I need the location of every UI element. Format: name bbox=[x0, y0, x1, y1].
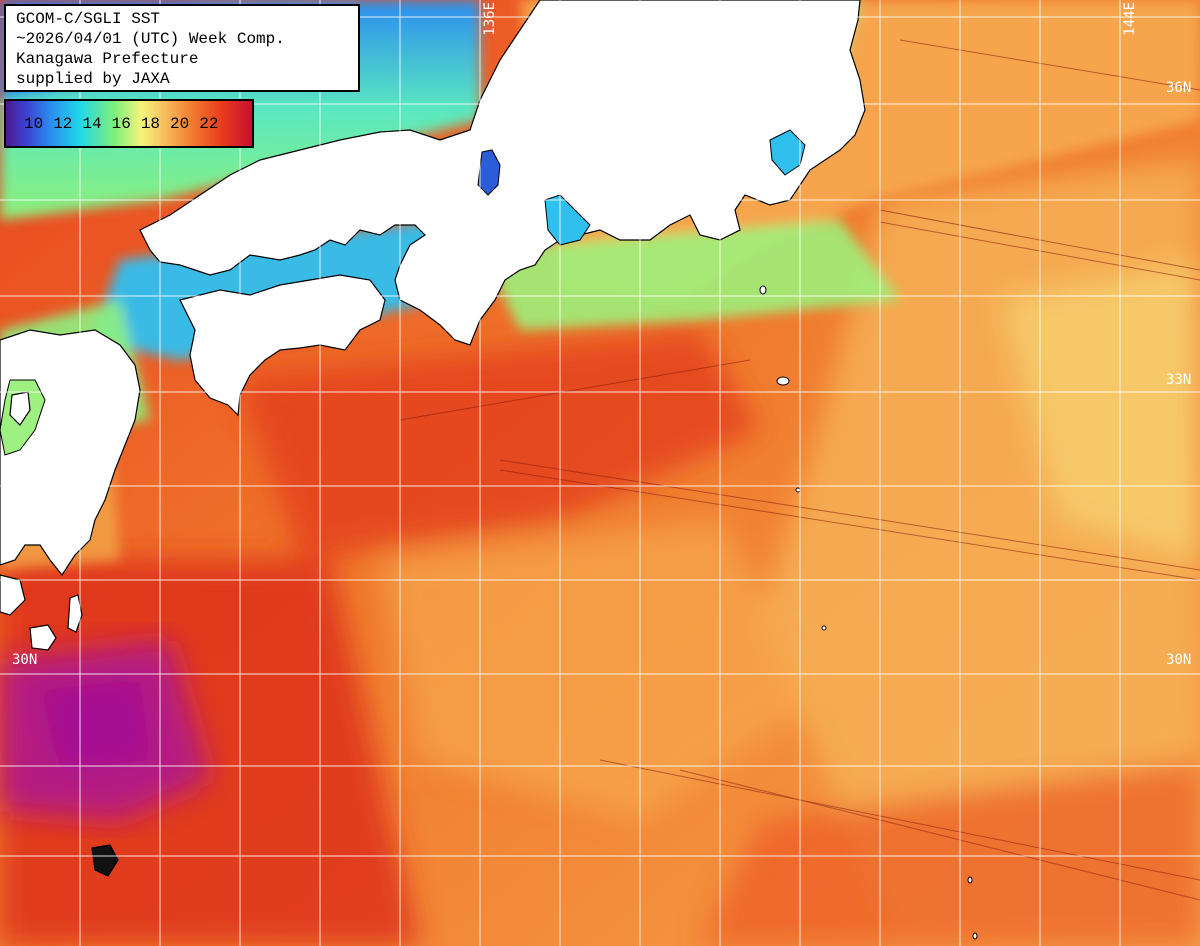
lat-label-30n-left: 30N bbox=[12, 652, 38, 668]
info-source: supplied by JAXA bbox=[16, 70, 170, 88]
lat-label-33n: 33N bbox=[1166, 372, 1192, 388]
lon-label-136e: 136E bbox=[482, 2, 498, 36]
land-honshu bbox=[139, 0, 866, 346]
sst-mild-center bbox=[380, 520, 820, 820]
map-info-box: GCOM-C/SGLI SST ~2026/04/01 (UTC) Week C… bbox=[4, 4, 360, 92]
legend-tick: 20 bbox=[170, 114, 190, 133]
lon-label-144e: 144E bbox=[1122, 2, 1138, 36]
legend-tick: 14 bbox=[82, 114, 102, 133]
land-tanegashima bbox=[29, 624, 57, 651]
legend-tick: 10 bbox=[24, 114, 44, 133]
land-shikoku bbox=[179, 274, 386, 417]
legend-tick: 18 bbox=[140, 114, 161, 133]
legend-tick: 12 bbox=[53, 114, 73, 133]
lat-label-30n-right: 30N bbox=[1166, 652, 1192, 668]
legend-tick: 16 bbox=[111, 114, 131, 133]
sst-color-legend: 10 12 14 16 18 20 22 bbox=[4, 99, 254, 148]
sst-yellow-east bbox=[1000, 260, 1200, 560]
land bbox=[0, 0, 866, 877]
legend-tick: 22 bbox=[199, 114, 219, 133]
sst-warm-band bbox=[240, 330, 760, 560]
info-date: ~2026/04/01 (UTC) Week Comp. bbox=[16, 30, 285, 48]
sst-warm-se bbox=[700, 760, 1200, 946]
info-title: GCOM-C/SGLI SST bbox=[16, 10, 161, 28]
sst-green-coast bbox=[480, 220, 900, 330]
lat-label-36n: 36N bbox=[1166, 80, 1192, 96]
info-region: Kanagawa Prefecture bbox=[16, 50, 199, 68]
